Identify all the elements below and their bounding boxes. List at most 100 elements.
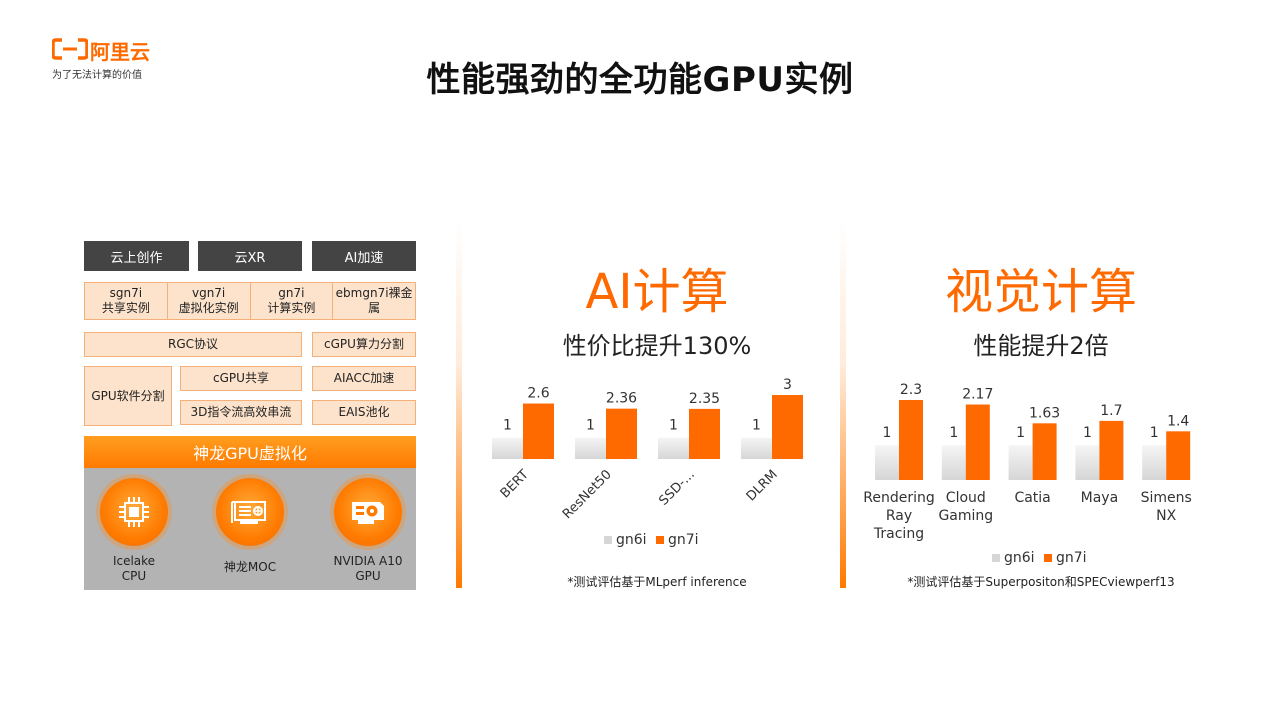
bar-gn6i (741, 437, 772, 459)
hardware-label-line2: CPU (121, 569, 147, 583)
page-title: 性能强劲的全功能GPU实例 (426, 60, 854, 100)
category-label-line: Tracing (873, 526, 924, 542)
legend-swatch-gn7i (656, 536, 664, 544)
instance-desc: 属 (368, 301, 381, 315)
bar-gn7i (772, 395, 803, 459)
category-label: Catia (1014, 490, 1050, 506)
hardware-label: 神龙MOC (200, 560, 300, 575)
category-label-line: NX (1156, 508, 1176, 524)
data-label-gn6i: 1 (1150, 425, 1159, 441)
hardware-label-line1: Icelake (112, 554, 156, 568)
ai-bar-chart: 1 2.6 BERT 1 2.36 ResNet50 1 2.35 SSD-... 1 3 DLRM g… (492, 377, 803, 548)
bar-gn7i (899, 400, 923, 480)
bar-gn6i (1008, 445, 1033, 480)
bar-gn7i (965, 404, 990, 480)
ai-panel-title: AI计算 (585, 264, 729, 320)
bar-gn7i (689, 408, 720, 459)
scenario-ai-acceleration: AI加速 (312, 241, 416, 271)
gpu-software-split: GPU软件分割 (84, 366, 172, 426)
hardware-label-line1: 神龙MOC (223, 560, 277, 574)
data-label-gn7i: 1.63 (1029, 405, 1060, 421)
instance-ebmgn7i: ebmgn7i裸金 属 (333, 282, 416, 320)
category-label-line: Rendering (863, 490, 935, 506)
legend-label-gn6i: gn6i (616, 532, 647, 548)
instance-type: sgn7i (109, 286, 143, 300)
data-label-gn6i: 1 (949, 425, 958, 441)
data-label-gn7i: 2.36 (606, 391, 637, 407)
ai-panel-subtitle: 性价比提升130% (562, 332, 752, 360)
rgc-protocol: RGC协议 (84, 332, 302, 357)
moc-card-icon (216, 478, 284, 546)
data-label-gn6i: 1 (1083, 425, 1092, 441)
vision-panel-title: 视觉计算 (944, 264, 1137, 320)
data-label-gn7i: 2.6 (527, 386, 549, 402)
category-label: Simens NX (1141, 490, 1192, 524)
aiacc-acceleration: AIACC加速 (312, 366, 416, 391)
bar-gn6i (492, 437, 523, 459)
aliyun-logo: 阿里云 为了无法计算的价值 (52, 38, 162, 82)
category-label-line: Gaming (938, 508, 993, 524)
cgpu-share: cGPU共享 (180, 366, 302, 391)
scenario-cloud-creation: 云上创作 (84, 241, 189, 271)
instance-type: gn7i (278, 286, 305, 300)
hardware-moc: 神龙MOC (200, 478, 300, 575)
bar-gn6i (575, 437, 606, 459)
bar-gn6i (1142, 445, 1167, 480)
divider-right (840, 220, 846, 588)
data-label-gn7i: 2.3 (900, 382, 922, 398)
instance-desc: 虚拟化实例 (178, 301, 239, 315)
eais-pooling: EAIS池化 (312, 400, 416, 425)
bar-gn7i (1099, 420, 1124, 480)
divider-left (456, 220, 462, 588)
legend-swatch-gn6i (604, 536, 612, 544)
legend-swatch-gn7i (1044, 554, 1052, 562)
bar-gn7i (1166, 431, 1191, 480)
category-label: Rendering Ray Tracing (863, 490, 935, 542)
category-label: SSD-... (656, 467, 697, 508)
instance-type: ebmgn7i裸金 (335, 286, 413, 300)
aliyun-logo-icon (52, 38, 88, 60)
gpu-card-icon (334, 478, 402, 546)
hardware-label: Icelake CPU (84, 554, 184, 584)
hardware-label: NVIDIA A10 GPU (318, 554, 418, 584)
hardware-panel: Icelake CPU 神龙MOC (84, 468, 416, 590)
data-label-gn6i: 1 (586, 418, 595, 434)
instance-vgn7i: vgn7i 虚拟化实例 (167, 282, 251, 320)
3d-stream: 3D指令流高效串流 (180, 400, 302, 425)
data-label-gn6i: 1 (1016, 425, 1025, 441)
bar-gn7i (523, 403, 554, 459)
vision-panel-subtitle: 性能提升2倍 (973, 332, 1109, 360)
legend-label-gn7i: gn7i (1056, 550, 1087, 566)
instance-type: vgn7i (191, 286, 226, 300)
category-label-line: Cloud (946, 490, 986, 506)
bar-gn7i (606, 408, 637, 459)
instance-row: sgn7i 共享实例 vgn7i 虚拟化实例 gn7i 计算实例 ebmgn7i… (84, 282, 416, 320)
legend-label-gn6i: gn6i (1004, 550, 1035, 566)
logo-name: 阿里云 (90, 40, 150, 64)
data-label-gn7i: 3 (783, 377, 792, 393)
category-label-line: Simens (1141, 490, 1192, 506)
category-label: ResNet50 (560, 467, 615, 522)
bar-gn7i (1032, 423, 1057, 480)
hardware-label-line1: NVIDIA A10 (333, 554, 403, 568)
data-label-gn7i: 1.4 (1167, 413, 1189, 429)
category-label: Cloud Gaming (938, 490, 993, 524)
bar-gn6i (1075, 445, 1100, 480)
category-label-line: Ray (886, 508, 912, 524)
data-label-gn6i: 1 (669, 418, 678, 434)
cgpu-compute-split: cGPU算力分割 (312, 332, 416, 357)
data-label-gn7i: 2.35 (689, 391, 720, 407)
shenlong-gpu-virtualization: 神龙GPU虚拟化 (84, 436, 416, 468)
ai-panel-footnote: *测试评估基于MLperf inference (567, 575, 747, 589)
hardware-label-line2: GPU (355, 569, 381, 583)
category-label: Maya (1081, 490, 1119, 506)
data-label-gn6i: 1 (752, 418, 761, 434)
data-label-gn6i: 1 (883, 425, 892, 441)
instance-sgn7i: sgn7i 共享实例 (84, 282, 168, 320)
category-label: BERT (498, 467, 532, 501)
bar-gn6i (658, 437, 689, 459)
category-label-line: Catia (1014, 490, 1050, 506)
data-label-gn7i: 1.7 (1100, 403, 1122, 419)
hardware-gpu: NVIDIA A10 GPU (318, 478, 418, 584)
